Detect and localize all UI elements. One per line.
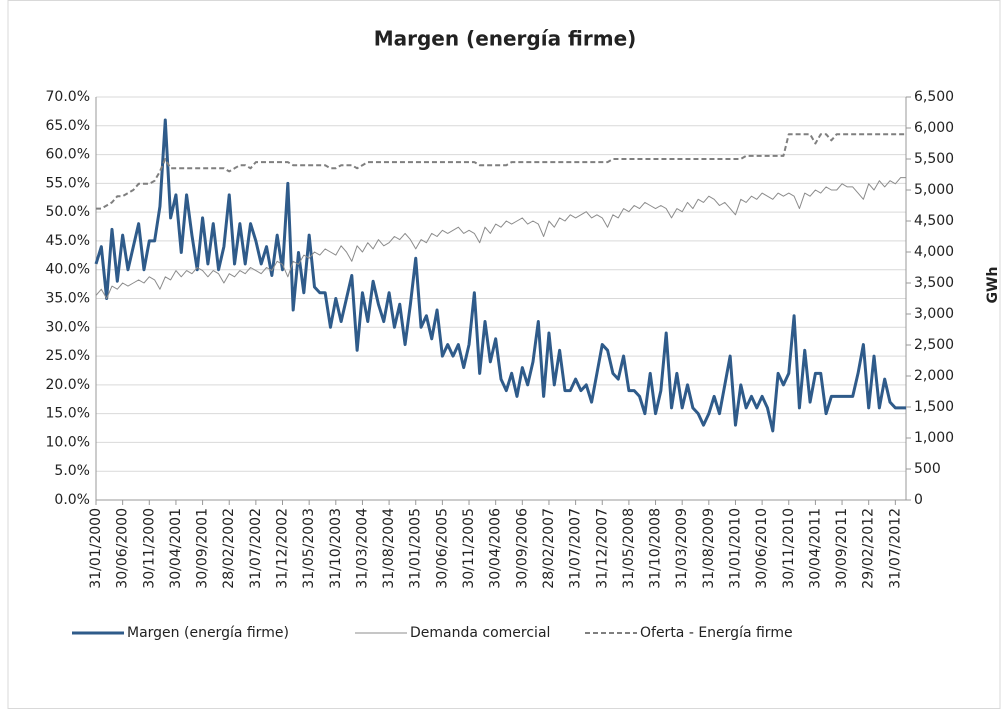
series-line — [95, 177, 906, 299]
y-tick-label: 0.0% — [54, 492, 90, 508]
x-tick-label: 30/11/2010 — [781, 508, 797, 589]
x-tick-label: 30/06/2000 — [115, 508, 131, 589]
x-tick-label: 31/03/2004 — [354, 508, 370, 589]
y-tick-label: 25.0% — [46, 348, 90, 364]
x-tick-label: 29/02/2012 — [861, 508, 877, 589]
chart-frame — [7, 0, 1001, 709]
x-tick-label: 31/07/2012 — [887, 508, 903, 589]
y2-axis-label: GWh — [985, 267, 1001, 304]
y2-tick-label: 6,500 — [914, 89, 954, 105]
y-tick-label: 60.0% — [46, 147, 90, 163]
x-tick-label: 28/02/2002 — [221, 508, 237, 589]
y2-tick-label: 0 — [914, 492, 923, 508]
legend-label: Oferta - Energía firme — [640, 625, 793, 641]
x-tick-label: 31/07/2007 — [568, 508, 584, 589]
y-tick-label: 70.0% — [46, 89, 90, 105]
x-tick-label: 31/10/2008 — [648, 508, 664, 589]
y2-tick-label: 5,500 — [914, 151, 954, 167]
y-tick-label: 45.0% — [46, 233, 90, 249]
y-tick-label: 5.0% — [54, 463, 90, 479]
y2-tick-label: 1,000 — [914, 430, 954, 446]
y-tick-label: 50.0% — [46, 204, 90, 220]
x-tick-label: 31/08/2004 — [381, 508, 397, 589]
y2-tick-label: 4,000 — [914, 244, 954, 260]
x-tick-label: 31/12/2007 — [594, 508, 610, 589]
x-tick-label: 31/12/2002 — [275, 508, 291, 589]
x-tick-label: 30/09/2006 — [514, 508, 530, 589]
chart-title: Margen (energía firme) — [374, 27, 637, 51]
y2-tick-label: 1,500 — [914, 399, 954, 415]
x-tick-label: 31/05/2008 — [621, 508, 637, 589]
x-tick-label: 31/05/2003 — [301, 508, 317, 589]
x-tick-label: 31/01/2010 — [727, 508, 743, 589]
x-tick-label: 30/04/2001 — [168, 508, 184, 589]
y2-tick-label: 2,000 — [914, 368, 954, 384]
y2-tick-label: 500 — [914, 461, 941, 477]
x-tick-label: 30/06/2010 — [754, 508, 770, 589]
y-tick-label: 65.0% — [46, 118, 90, 134]
series-line — [96, 133, 906, 210]
series-line — [94, 118, 906, 433]
y-tick-label: 20.0% — [46, 377, 90, 393]
x-tick-label: 31/01/2005 — [408, 508, 424, 589]
y-tick-label: 10.0% — [46, 434, 90, 450]
y-tick-label: 55.0% — [46, 175, 90, 191]
x-tick-label: 30/11/2000 — [141, 508, 157, 589]
y2-tick-label: 5,000 — [914, 182, 954, 198]
y2-tick-label: 2,500 — [914, 337, 954, 353]
y-tick-label: 35.0% — [46, 291, 90, 307]
y-tick-label: 15.0% — [46, 406, 90, 422]
x-tick-label: 31/08/2009 — [701, 508, 717, 589]
x-tick-label: 30/06/2005 — [434, 508, 450, 589]
y-tick-label: 30.0% — [46, 319, 90, 335]
x-tick-label: 30/04/2011 — [807, 508, 823, 589]
legend-label: Margen (energía firme) — [127, 625, 289, 641]
y2-tick-label: 3,500 — [914, 275, 954, 291]
x-tick-label: 31/03/2009 — [674, 508, 690, 589]
x-tick-label: 31/07/2002 — [248, 508, 264, 589]
y-tick-label: 40.0% — [46, 262, 90, 278]
x-tick-label: 30/11/2005 — [461, 508, 477, 589]
x-tick-label: 31/01/2000 — [88, 508, 104, 589]
y2-tick-label: 3,000 — [914, 306, 954, 322]
legend-label: Demanda comercial — [410, 625, 550, 641]
x-tick-label: 30/09/2011 — [834, 508, 850, 589]
x-tick-label: 31/10/2003 — [328, 508, 344, 589]
y2-tick-label: 6,000 — [914, 120, 954, 136]
y2-tick-label: 4,500 — [914, 213, 954, 229]
x-tick-label: 30/04/2006 — [488, 508, 504, 589]
x-tick-label: 30/09/2001 — [195, 508, 211, 589]
x-tick-label: 28/02/2007 — [541, 508, 557, 589]
